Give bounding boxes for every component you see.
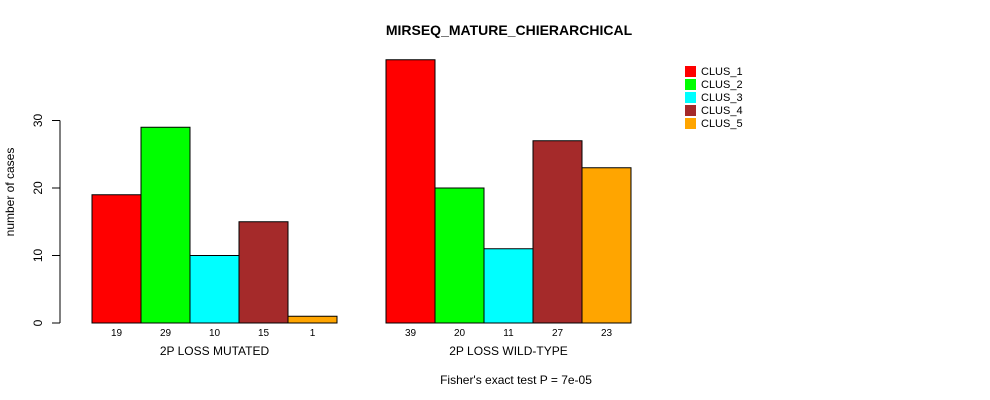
legend-swatch-1 (685, 66, 696, 77)
legend-label-5: CLUS_5 (701, 118, 743, 130)
legend-label-2: CLUS_2 (701, 79, 743, 91)
bar-group2-clus-3 (483, 248, 534, 324)
group-labels: 2P LOSS MUTATED 2P LOSS WILD-TYPE (160, 344, 568, 358)
y-tick-label-2: 20 (31, 181, 45, 195)
bar-value-label: 15 (258, 328, 270, 339)
bar-group2-clus-5 (581, 167, 632, 324)
bar-group1-clus-1 (91, 194, 142, 324)
bar-value-label: 11 (503, 328, 514, 339)
bar-value-label: 23 (601, 328, 613, 339)
legend-swatch-5 (685, 118, 696, 129)
bar-value-label: 39 (405, 328, 417, 339)
y-tick-label-1: 10 (31, 249, 45, 263)
y-tick-label-3: 30 (31, 114, 45, 128)
group-label-2: 2P LOSS WILD-TYPE (449, 344, 567, 358)
legend-swatch-4 (685, 105, 696, 116)
y-tick-label-0: 0 (31, 319, 45, 326)
bar-group1-clus-2 (140, 126, 191, 324)
bar-group1-clus-3 (189, 255, 240, 324)
bar-group2-clus-4 (532, 140, 583, 324)
bar-value-label: 20 (454, 328, 466, 339)
y-axis-label: number of cases (3, 148, 17, 237)
legend-label-1: CLUS_1 (701, 66, 743, 78)
legend-swatch-2 (685, 79, 696, 90)
bar-value-label: 10 (209, 328, 221, 339)
group-label-1: 2P LOSS MUTATED (160, 344, 270, 358)
chart-title: MIRSEQ_MATURE_CHIERARCHICAL (386, 22, 633, 38)
bar-value-label: 29 (160, 328, 172, 339)
footer-note: Fisher's exact test P = 7e-05 (440, 373, 592, 387)
bar-group2-clus-2 (434, 187, 485, 324)
legend-label-3: CLUS_3 (701, 92, 743, 104)
legend-label-4: CLUS_4 (701, 105, 743, 117)
bar-group1-clus-5 (287, 315, 338, 324)
y-axis: 0 10 20 30 (31, 114, 61, 326)
bar-group1-clus-4 (238, 221, 289, 324)
bar-group2-clus-1 (385, 59, 436, 324)
bars (91, 59, 632, 324)
bar-value-label: 19 (111, 328, 123, 339)
bar-value-label: 27 (552, 328, 564, 339)
bar-value-label: 1 (310, 328, 316, 339)
bar-value-labels: 19 29 10 15 1 39 20 11 27 23 (111, 328, 613, 339)
legend-swatch-3 (685, 92, 696, 103)
